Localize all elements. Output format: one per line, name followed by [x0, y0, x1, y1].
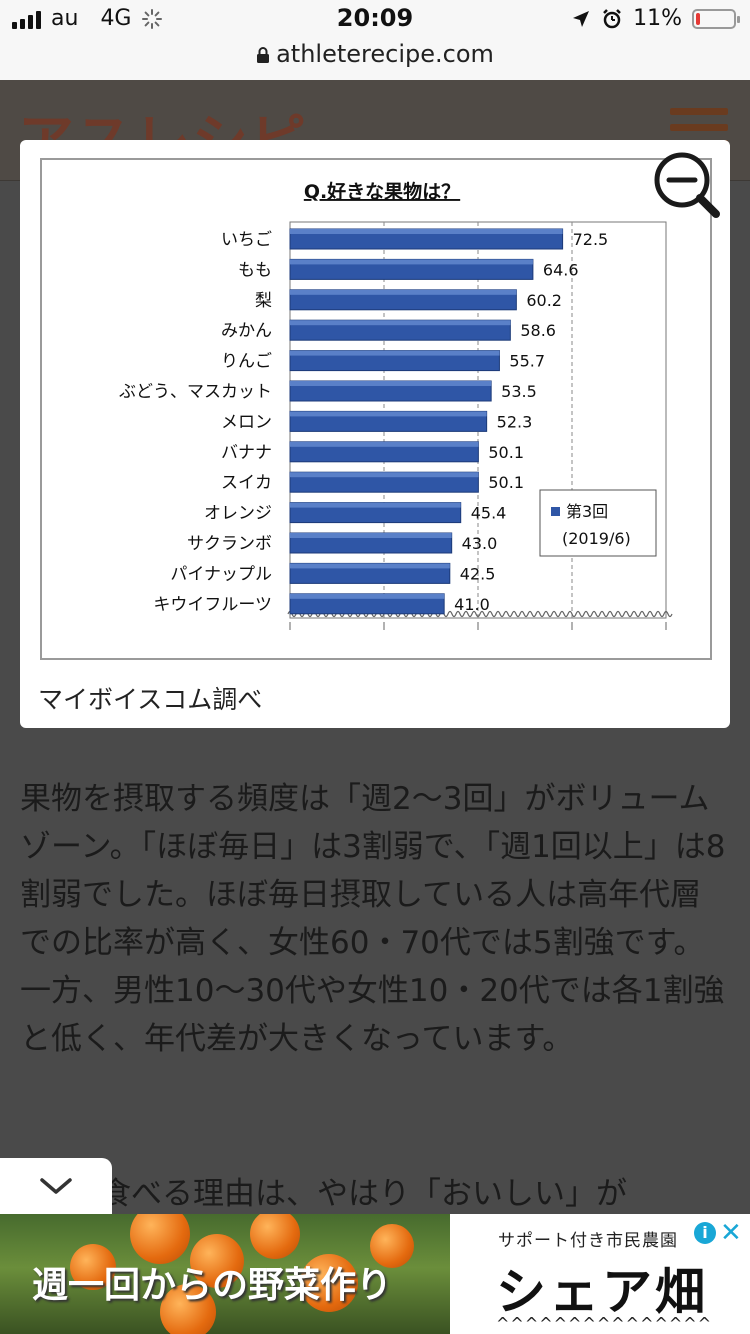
chart-image: Q.好きな果物は？ いちご 72.5 もも 64.6 梨 60.2 みかん 58.6 りんご 55.… — [40, 158, 712, 660]
location-arrow-icon — [573, 10, 590, 27]
clock: 20:09 — [336, 4, 414, 32]
bar-highlight — [290, 411, 487, 417]
category-label: スイカ — [221, 473, 272, 493]
ad-decoration: ^^^^^^^^^^^^^^^ — [496, 1314, 713, 1333]
ad-subtitle: サポート付き市民農園 — [498, 1231, 678, 1251]
bar-highlight — [290, 320, 511, 326]
value-label: 43.0 — [462, 534, 498, 553]
value-label: 72.5 — [573, 230, 609, 249]
value-label: 52.3 — [497, 412, 533, 431]
category-label: 梨 — [255, 291, 272, 311]
bar-highlight — [290, 441, 479, 447]
ad-headline: 週一回からの野菜作り — [32, 1265, 393, 1306]
bar-highlight — [290, 350, 500, 356]
ad-brand: シェア畑 — [496, 1263, 708, 1321]
loading-icon — [142, 8, 163, 29]
bar-highlight — [290, 593, 445, 599]
category-label: もも — [238, 260, 272, 280]
ad-info-icon[interactable]: i — [694, 1222, 716, 1244]
value-label: 45.4 — [471, 504, 507, 523]
lock-icon — [257, 47, 270, 63]
category-label: オレンジ — [204, 504, 272, 524]
battery-icon — [692, 8, 740, 29]
value-label: 58.6 — [520, 321, 556, 340]
category-label: メロン — [221, 412, 272, 432]
url-bar[interactable]: athleterecipe.com — [0, 40, 750, 81]
category-label: キウイフルーツ — [153, 595, 272, 615]
network-label: 4G — [100, 6, 132, 31]
collapse-button[interactable] — [0, 1158, 112, 1214]
value-label: 42.5 — [460, 564, 496, 583]
value-label: 50.1 — [488, 443, 524, 462]
ad-image[interactable]: 週一回からの野菜作り — [0, 1214, 450, 1334]
category-label: りんご — [221, 352, 272, 372]
value-label: 53.5 — [501, 382, 537, 401]
ad-close-icon[interactable]: ✕ — [720, 1218, 742, 1248]
image-viewer: Q.好きな果物は？ いちご 72.5 もも 64.6 梨 60.2 みかん 58.6 りんご 55.… — [20, 140, 730, 728]
ad-banner[interactable]: 週一回からの野菜作り サポート付き市民農園 シェア畑 ^^^^^^^^^^^^^… — [0, 1214, 750, 1334]
value-label: 60.2 — [526, 291, 562, 310]
chart-title: Q.好きな果物は？ — [304, 180, 460, 203]
legend-label: 第3回 — [566, 502, 608, 521]
value-label: 41.0 — [454, 595, 490, 614]
bar-highlight — [290, 472, 479, 478]
bar-highlight — [290, 229, 563, 234]
url-text: athleterecipe.com — [276, 40, 494, 68]
bar-highlight — [290, 502, 461, 508]
bar-highlight — [290, 563, 450, 569]
article-next-line: 食べる理由は、やはり「おいしい」が — [100, 1176, 627, 1212]
battery-percent: 11% — [633, 6, 682, 31]
article-paragraph: 果物を摂取する頻度は「週2～3回」がボリュームゾーン。「ほぼ毎日」は3割弱で、「… — [20, 781, 726, 1057]
bar-highlight — [290, 381, 492, 386]
carrier-label: au — [51, 6, 79, 31]
category-label: みかん — [221, 321, 272, 341]
alarm-icon — [603, 8, 621, 28]
category-label: パイナップル — [170, 564, 272, 584]
signal-icon — [12, 9, 41, 29]
legend-swatch — [551, 507, 560, 516]
legend-box — [539, 489, 657, 557]
legend-date: (2019/6) — [562, 529, 631, 548]
category-label: いちご — [221, 230, 272, 250]
value-label: 55.7 — [509, 352, 545, 371]
bar-highlight — [290, 289, 517, 295]
bar-chart: Q.好きな果物は？ いちご 72.5 もも 64.6 梨 60.2 みかん 58.6 りんご 55.… — [119, 180, 673, 630]
image-caption: マイボイスコム調べ — [38, 685, 263, 714]
bar-highlight — [290, 259, 533, 265]
bar-highlight — [290, 533, 452, 538]
value-label: 50.1 — [488, 473, 524, 492]
category-label: ぶどう、マスカット — [119, 382, 272, 402]
status-bar: au 4G 20:09 11% — [0, 0, 750, 40]
category-label: サクランボ — [187, 534, 272, 554]
category-label: バナナ — [221, 443, 272, 463]
chevron-down-icon — [40, 1178, 72, 1194]
value-label: 64.6 — [543, 260, 579, 279]
zoom-out-icon[interactable] — [652, 150, 722, 220]
